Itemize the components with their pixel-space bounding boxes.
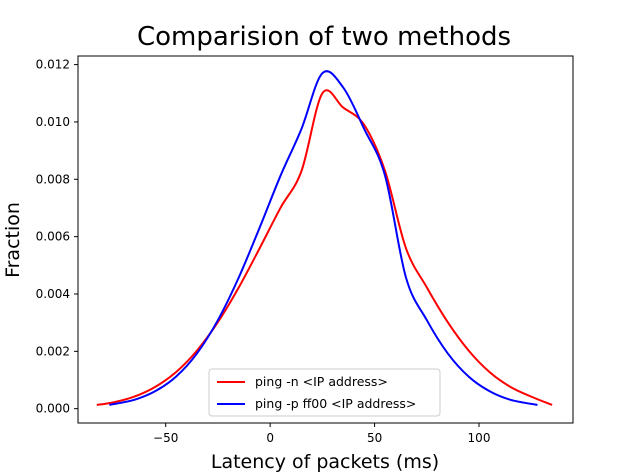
x-axis: −50 0 50 100 <box>153 423 490 445</box>
y-tick-label: 0.004 <box>36 287 70 301</box>
x-axis-label: Latency of packets (ms) <box>211 451 439 473</box>
x-tick-label: 50 <box>367 431 382 445</box>
y-tick-label: 0.002 <box>36 344 70 358</box>
y-tick-label: 0.008 <box>36 172 70 186</box>
y-axis-label: Fraction <box>2 202 24 278</box>
x-tick-label: 0 <box>266 431 274 445</box>
y-tick-label: 0.000 <box>36 402 70 416</box>
legend: ping -n <IP address> ping -p ff00 <IP ad… <box>208 368 441 417</box>
chart-title: Comparision of two methods <box>137 22 511 52</box>
y-tick-label: 0.012 <box>36 58 70 72</box>
y-tick-label: 0.006 <box>36 230 70 244</box>
y-tick-label: 0.010 <box>36 115 70 129</box>
legend-label-ping-n: ping -n <IP address> <box>255 374 388 389</box>
series-line-ping-n <box>96 89 553 406</box>
y-axis: 0.000 0.002 0.004 0.006 0.008 0.010 0.012 <box>36 58 78 416</box>
series-line-ping-p <box>109 70 538 406</box>
legend-label-ping-p: ping -p ff00 <IP address> <box>255 396 416 411</box>
x-tick-label: −50 <box>153 431 178 445</box>
legend-box <box>208 368 441 417</box>
x-tick-label: 100 <box>468 431 491 445</box>
plot-area <box>77 55 574 424</box>
series-layer <box>96 70 553 406</box>
